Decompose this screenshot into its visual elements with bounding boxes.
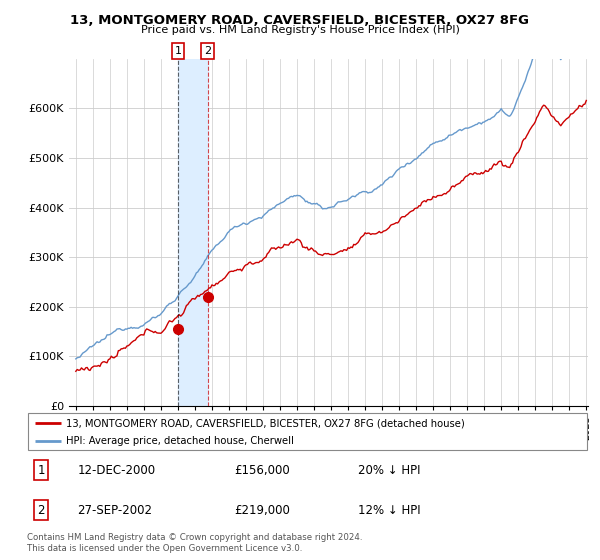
Text: Contains HM Land Registry data © Crown copyright and database right 2024.
This d: Contains HM Land Registry data © Crown c… bbox=[27, 533, 362, 553]
Text: 12% ↓ HPI: 12% ↓ HPI bbox=[358, 504, 421, 517]
Text: £219,000: £219,000 bbox=[235, 504, 290, 517]
Bar bbox=[178, 59, 208, 406]
FancyBboxPatch shape bbox=[28, 413, 587, 450]
Text: 1: 1 bbox=[175, 46, 181, 56]
Text: 27-SEP-2002: 27-SEP-2002 bbox=[77, 504, 152, 517]
Text: £156,000: £156,000 bbox=[235, 464, 290, 477]
Text: HPI: Average price, detached house, Cherwell: HPI: Average price, detached house, Cher… bbox=[66, 436, 294, 446]
Text: 20% ↓ HPI: 20% ↓ HPI bbox=[358, 464, 421, 477]
Text: 2: 2 bbox=[37, 504, 45, 517]
Text: 13, MONTGOMERY ROAD, CAVERSFIELD, BICESTER, OX27 8FG (detached house): 13, MONTGOMERY ROAD, CAVERSFIELD, BICEST… bbox=[66, 418, 465, 428]
Text: 1: 1 bbox=[37, 464, 45, 477]
Text: 12-DEC-2000: 12-DEC-2000 bbox=[77, 464, 155, 477]
Text: 2: 2 bbox=[204, 46, 211, 56]
Text: Price paid vs. HM Land Registry's House Price Index (HPI): Price paid vs. HM Land Registry's House … bbox=[140, 25, 460, 35]
Text: 13, MONTGOMERY ROAD, CAVERSFIELD, BICESTER, OX27 8FG: 13, MONTGOMERY ROAD, CAVERSFIELD, BICEST… bbox=[71, 14, 530, 27]
